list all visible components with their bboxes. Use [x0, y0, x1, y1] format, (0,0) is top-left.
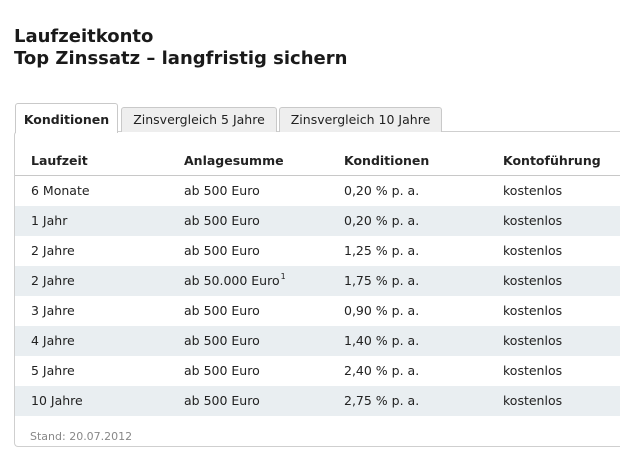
cell-laufzeit: 6 Monate [31, 183, 90, 198]
cell-kontofuehrung: kostenlos [503, 303, 563, 318]
table-row: 4 Jahre ab 500 Euro 1,40 % p. a. kostenl… [15, 326, 620, 356]
table-row: 2 Jahre ab 50.000 Euro1 1,75 % p. a. kos… [15, 266, 620, 296]
cell-konditionen: 0,20 % p. a. [344, 183, 420, 198]
cell-laufzeit: 3 Jahre [31, 303, 75, 318]
cell-laufzeit: 5 Jahre [31, 363, 75, 378]
cell-kontofuehrung: kostenlos [503, 333, 563, 348]
cell-konditionen: 2,40 % p. a. [344, 363, 420, 378]
column-header-konditionen: Konditionen [344, 153, 430, 168]
cell-anlagesumme: ab 500 Euro [184, 213, 260, 228]
cell-anlagesumme: ab 500 Euro [184, 333, 260, 348]
tab-konditionen[interactable]: Konditionen [15, 103, 118, 133]
footnote-marker: 1 [280, 272, 286, 281]
cell-konditionen: 2,75 % p. a. [344, 393, 420, 408]
title-line-1: Laufzeitkonto [14, 26, 154, 47]
cell-laufzeit: 10 Jahre [31, 393, 83, 408]
cell-laufzeit: 2 Jahre [31, 273, 75, 288]
tab-zinsvergleich-10-jahre[interactable]: Zinsvergleich 10 Jahre [279, 107, 442, 132]
cell-anlagesumme: ab 500 Euro [184, 363, 260, 378]
tab-zinsvergleich-5-jahre[interactable]: Zinsvergleich 5 Jahre [121, 107, 277, 132]
cell-konditionen: 1,40 % p. a. [344, 333, 420, 348]
cell-anlagesumme: ab 500 Euro [184, 393, 260, 408]
cell-kontofuehrung: kostenlos [503, 273, 563, 288]
table-row: 1 Jahr ab 500 Euro 0,20 % p. a. kostenlo… [15, 206, 620, 236]
cell-laufzeit: 1 Jahr [31, 213, 68, 228]
cell-anlagesumme: ab 500 Euro [184, 243, 260, 258]
column-header-laufzeit: Laufzeit [31, 153, 88, 168]
table-row: 6 Monate ab 500 Euro 0,20 % p. a. kosten… [15, 176, 620, 206]
cell-konditionen: 0,20 % p. a. [344, 213, 420, 228]
cell-anlagesumme: ab 500 Euro [184, 183, 260, 198]
cell-laufzeit: 2 Jahre [31, 243, 75, 258]
conditions-table: Laufzeit Anlagesumme Konditionen Kontofü… [15, 147, 620, 416]
cell-kontofuehrung: kostenlos [503, 363, 563, 378]
table-header-row: Laufzeit Anlagesumme Konditionen Kontofü… [15, 147, 620, 176]
stand-date: Stand: 20.07.2012 [30, 430, 133, 443]
cell-konditionen: 1,75 % p. a. [344, 273, 420, 288]
title-line-2: Top Zinssatz – langfristig sichern [14, 48, 348, 69]
column-header-kontofuehrung: Kontoführung [503, 153, 601, 168]
cell-kontofuehrung: kostenlos [503, 243, 563, 258]
cell-laufzeit: 4 Jahre [31, 333, 75, 348]
table-row: 5 Jahre ab 500 Euro 2,40 % p. a. kostenl… [15, 356, 620, 386]
table-row: 2 Jahre ab 500 Euro 1,25 % p. a. kostenl… [15, 236, 620, 266]
page-title: Laufzeitkonto Top Zinssatz – langfristig… [14, 26, 347, 70]
cell-anlagesumme-with-footnote: ab 50.000 Euro1 [184, 266, 286, 296]
cell-anlagesumme: ab 500 Euro [184, 303, 260, 318]
column-header-anlagesumme: Anlagesumme [184, 153, 284, 168]
table-row: 3 Jahre ab 500 Euro 0,90 % p. a. kostenl… [15, 296, 620, 326]
cell-konditionen: 0,90 % p. a. [344, 303, 420, 318]
cell-kontofuehrung: kostenlos [503, 183, 563, 198]
table-row: 10 Jahre ab 500 Euro 2,75 % p. a. kosten… [15, 386, 620, 416]
cell-konditionen: 1,25 % p. a. [344, 243, 420, 258]
cell-kontofuehrung: kostenlos [503, 393, 563, 408]
cell-anlagesumme: ab 50.000 Euro [184, 273, 280, 288]
cell-kontofuehrung: kostenlos [503, 213, 563, 228]
